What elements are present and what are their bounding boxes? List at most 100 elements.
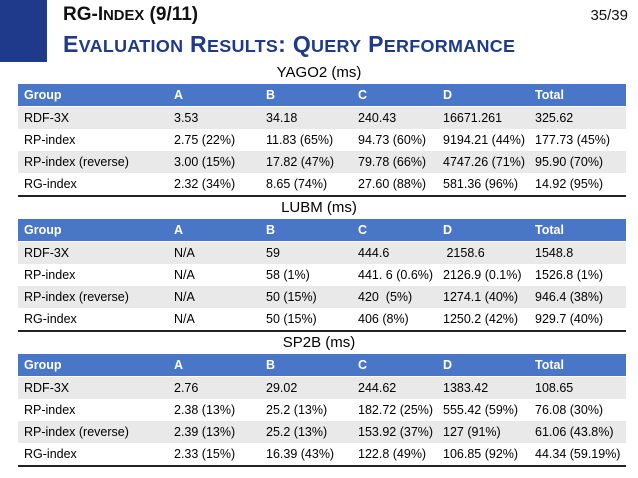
cell: 95.90 (70%) — [529, 151, 626, 173]
table-row: RP-index (reverse) 2.39 (13%) 25.2 (13%) 15… — [18, 421, 626, 443]
cell: 946.4 (38%) — [529, 286, 626, 308]
table-row: RDF-3X N/A 59 444.6 2158.6 1548.8 — [18, 241, 626, 264]
cell: 2.38 (13%) — [168, 399, 260, 421]
table-row: RDF-3X 3.53 34.18 240.43 16671.261 325.62 — [18, 106, 626, 129]
cell: RDF-3X — [18, 241, 168, 264]
cell: 2.32 (34%) — [168, 173, 260, 197]
cell: 106.85 (92%) — [437, 443, 529, 467]
cell: 8.65 (74%) — [260, 173, 352, 197]
results-table-sp2b: Group A B C D Total RDF-3X 2.76 29.02 244.6… — [18, 354, 626, 467]
table-caption-sp2b: SP2B (ms) — [282, 334, 356, 351]
cell: 27.60 (88%) — [352, 173, 437, 197]
cell: 2158.6 — [437, 241, 529, 264]
cell: 444.6 — [352, 241, 437, 264]
table-header-row: Group A B C D Total — [18, 354, 626, 377]
cell: 76.08 (30%) — [529, 399, 626, 421]
table-row: RP-index 2.75 (22%) 11.83 (65%) 94.73 (60%)… — [18, 129, 626, 151]
col-header-a: A — [168, 84, 260, 107]
cell: 1250.2 (42%) — [437, 308, 529, 332]
cell: RP-index — [18, 264, 168, 286]
cell: 122.8 (49%) — [352, 443, 437, 467]
cell: 177.73 (45%) — [529, 129, 626, 151]
cell: RG-index — [18, 173, 168, 197]
cell: RDF-3X — [18, 376, 168, 399]
table-row: RP-index (reverse) N/A 50 (15%) 420 (5%) 127… — [18, 286, 626, 308]
col-header-b: B — [260, 354, 352, 377]
cell: RP-index (reverse) — [18, 421, 168, 443]
col-header-c: C — [352, 219, 437, 242]
page-number: 35/39 — [590, 7, 628, 24]
table-row: RG-index 2.33 (15%) 16.39 (43%) 122.8 (49%)… — [18, 443, 626, 467]
table-row: RP-index (reverse) 3.00 (15%) 17.82 (47%) 7… — [18, 151, 626, 173]
col-header-d: D — [437, 219, 529, 242]
cell: 153.92 (37%) — [352, 421, 437, 443]
table-caption-yago2: YAGO2 (ms) — [276, 64, 362, 81]
cell: 240.43 — [352, 106, 437, 129]
cell: RG-index — [18, 308, 168, 332]
table-caption-lubm: LUBM (ms) — [281, 199, 357, 216]
table-row: RDF-3X 2.76 29.02 244.62 1383.42 108.65 — [18, 376, 626, 399]
cell: 16.39 (43%) — [260, 443, 352, 467]
cell: 3.53 — [168, 106, 260, 129]
cell: 94.73 (60%) — [352, 129, 437, 151]
cell: 50 (15%) — [260, 308, 352, 332]
cell: 127 (91%) — [437, 421, 529, 443]
slide-title-line1: RG-INDEX (9/11) — [63, 4, 199, 25]
cell: 17.82 (47%) — [260, 151, 352, 173]
cell: 14.92 (95%) — [529, 173, 626, 197]
cell: 4747.26 (71%) — [437, 151, 529, 173]
cell: 9194.21 (44%) — [437, 129, 529, 151]
cell: 325.62 — [529, 106, 626, 129]
accent-bar — [0, 0, 47, 62]
results-table-yago2: Group A B C D Total RDF-3X 3.53 34.18 240.4… — [18, 84, 626, 197]
cell: 34.18 — [260, 106, 352, 129]
cell: 108.65 — [529, 376, 626, 399]
cell: RP-index (reverse) — [18, 286, 168, 308]
cell: 1274.1 (40%) — [437, 286, 529, 308]
cell: 441. 6 (0.6%) — [352, 264, 437, 286]
table-row: RP-index N/A 58 (1%) 441. 6 (0.6%) 2126.9 (0… — [18, 264, 626, 286]
cell: 79.78 (66%) — [352, 151, 437, 173]
cell: 11.83 (65%) — [260, 129, 352, 151]
cell: RP-index (reverse) — [18, 151, 168, 173]
cell: RDF-3X — [18, 106, 168, 129]
col-header-b: B — [260, 84, 352, 107]
cell: N/A — [168, 241, 260, 264]
cell: RP-index — [18, 129, 168, 151]
cell: 29.02 — [260, 376, 352, 399]
cell: 50 (15%) — [260, 286, 352, 308]
cell: 2.76 — [168, 376, 260, 399]
cell: N/A — [168, 286, 260, 308]
col-header-d: D — [437, 354, 529, 377]
cell: RG-index — [18, 443, 168, 467]
col-header-a: A — [168, 219, 260, 242]
cell: 2126.9 (0.1%) — [437, 264, 529, 286]
cell: 61.06 (43.8%) — [529, 421, 626, 443]
table-header-row: Group A B C D Total — [18, 219, 626, 242]
cell: 44.34 (59.19%) — [529, 443, 626, 467]
table-row: RG-index N/A 50 (15%) 406 (8%) 1250.2 (42%) 9… — [18, 308, 626, 332]
col-header-total: Total — [529, 84, 626, 107]
col-header-c: C — [352, 84, 437, 107]
cell: 3.00 (15%) — [168, 151, 260, 173]
col-header-d: D — [437, 84, 529, 107]
cell: 25.2 (13%) — [260, 421, 352, 443]
cell: 2.39 (13%) — [168, 421, 260, 443]
cell: 1383.42 — [437, 376, 529, 399]
cell: RP-index — [18, 399, 168, 421]
col-header-group: Group — [18, 84, 168, 107]
table-header-row: Group A B C D Total — [18, 84, 626, 107]
cell: 406 (8%) — [352, 308, 437, 332]
results-table-lubm: Group A B C D Total RDF-3X N/A 59 444.6 215… — [18, 219, 626, 332]
cell: 58 (1%) — [260, 264, 352, 286]
cell: 2.75 (22%) — [168, 129, 260, 151]
cell: 1526.8 (1%) — [529, 264, 626, 286]
col-header-group: Group — [18, 354, 168, 377]
col-header-a: A — [168, 354, 260, 377]
cell: 420 (5%) — [352, 286, 437, 308]
slide-title-line2: EVALUATION RESULTS: QUERY PERFORMANCE — [63, 31, 516, 57]
cell: N/A — [168, 264, 260, 286]
cell: 25.2 (13%) — [260, 399, 352, 421]
col-header-group: Group — [18, 219, 168, 242]
cell: 2.33 (15%) — [168, 443, 260, 467]
